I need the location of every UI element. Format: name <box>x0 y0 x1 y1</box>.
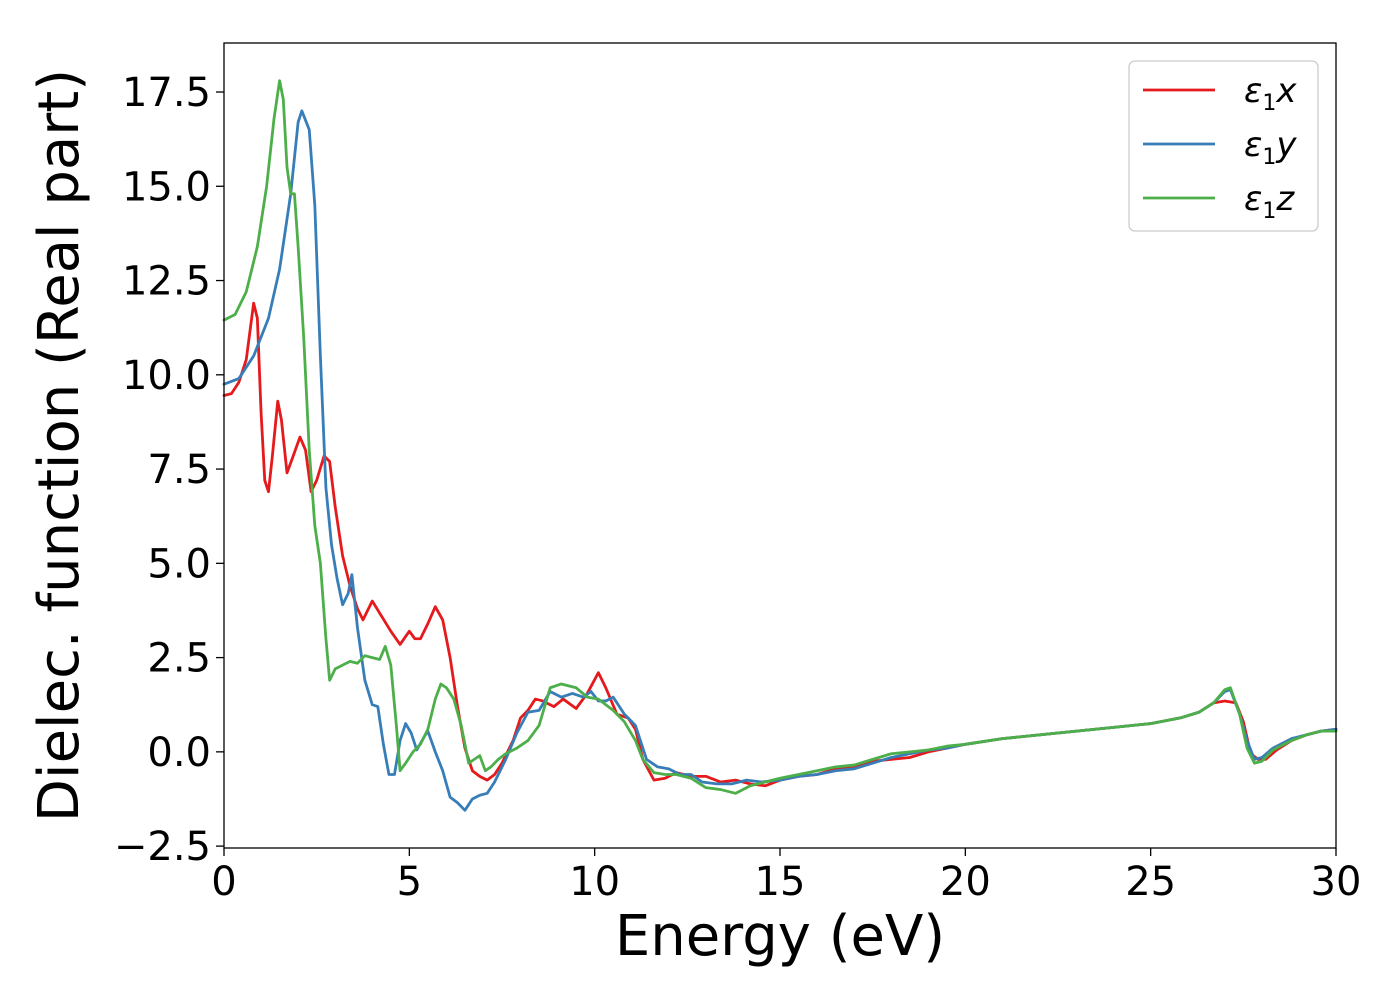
legend-label-subscript: 1 <box>1262 199 1276 224</box>
legend-label-base: ε <box>1244 71 1262 111</box>
legend-label-subscript: 1 <box>1262 145 1276 170</box>
y-tick-label: −2.5 <box>114 824 211 870</box>
x-tick-label: 30 <box>1311 859 1362 905</box>
legend-label-3: ε1z <box>1244 179 1295 224</box>
series-line-1 <box>222 301 1338 788</box>
x-tick-label: 15 <box>755 859 806 905</box>
x-tick-label: 10 <box>569 859 620 905</box>
legend-label-axis: z <box>1275 179 1295 219</box>
y-tick-label: 0.0 <box>147 730 211 776</box>
x-tick-label: 25 <box>1125 859 1176 905</box>
legend-label-base: ε <box>1244 125 1262 165</box>
y-tick-label: 17.5 <box>122 70 211 116</box>
y-tick-label: 15.0 <box>122 164 211 210</box>
series-layer <box>222 79 1338 812</box>
legend-label-axis: x <box>1275 71 1297 111</box>
y-axis-ticks: −2.5 0.0 2.5 5.0 7.5 10.0 12.5 15.0 17.5 <box>114 70 224 870</box>
y-axis-title: Dielec. function (Real part) <box>27 69 92 822</box>
y-tick-label: 2.5 <box>147 636 211 682</box>
x-axis-ticks: 0 5 10 15 20 25 30 <box>211 848 1361 905</box>
legend-label-2: ε1y <box>1244 125 1297 170</box>
legend-label-1: ε1x <box>1244 71 1297 116</box>
legend-label-subscript: 1 <box>1262 91 1276 116</box>
x-tick-label: 20 <box>940 859 991 905</box>
series-line-3 <box>222 79 1338 795</box>
y-tick-label: 12.5 <box>122 259 211 305</box>
legend-label-base: ε <box>1244 179 1262 219</box>
y-tick-label: 10.0 <box>122 353 211 399</box>
x-tick-label: 0 <box>211 859 236 905</box>
y-tick-label: 7.5 <box>147 447 211 493</box>
x-axis-title: Energy (eV) <box>615 904 945 969</box>
legend-box <box>1128 60 1319 232</box>
y-tick-label: 5.0 <box>147 541 211 587</box>
x-tick-label: 5 <box>397 859 422 905</box>
legend-label-axis: y <box>1275 125 1297 165</box>
